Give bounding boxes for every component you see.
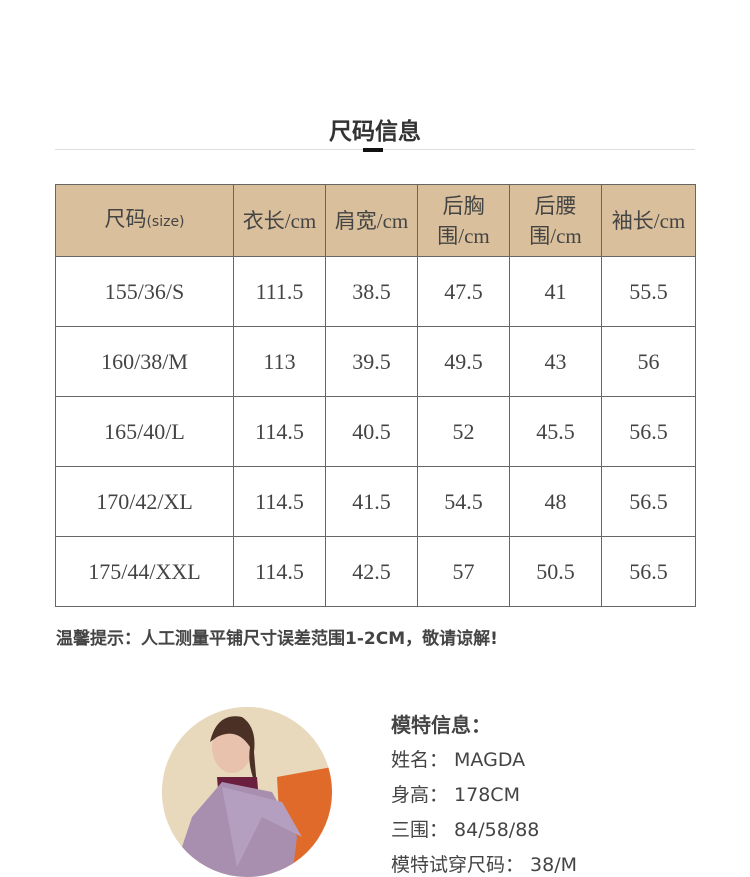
table-cell: 57 (417, 536, 510, 607)
size-table: 尺码(size) 衣长/cm 肩宽/cm 后胸 围/cm 后腰 围/cm 袖长/cm… (55, 184, 696, 607)
model-size: 模特试穿尺码： 38/M (391, 854, 578, 876)
model-height: 身高： 178CM (391, 784, 520, 806)
table-cell: 47.5 (417, 256, 510, 327)
table-row: 160/38/M 113 39.5 49.5 43 56 (55, 326, 696, 397)
table-row: 155/36/S 111.5 38.5 47.5 41 55.5 (55, 256, 696, 327)
table-cell: 40.5 (325, 396, 418, 467)
header-size: 尺码(size) (55, 184, 234, 257)
table-cell: 41 (509, 256, 602, 327)
header-chest: 后胸 围/cm (417, 184, 510, 257)
table-cell: 41.5 (325, 466, 418, 537)
table-cell: 48 (509, 466, 602, 537)
table-cell: 170/42/XL (55, 466, 234, 537)
table-cell: 56.5 (601, 466, 696, 537)
table-cell: 52 (417, 396, 510, 467)
table-cell: 56 (601, 326, 696, 397)
section-title: 尺码信息 (329, 119, 421, 145)
table-cell: 45.5 (509, 396, 602, 467)
table-cell: 113 (233, 326, 326, 397)
table-row: 175/44/XXL 114.5 42.5 57 50.5 56.5 (55, 536, 696, 607)
table-row: 170/42/XL 114.5 41.5 54.5 48 56.5 (55, 466, 696, 537)
table-cell: 49.5 (417, 326, 510, 397)
model-info: 模特信息： 姓名： MAGDA 身高： 178CM 三围： 84/58/88 模… (391, 708, 577, 877)
table-cell: 38.5 (325, 256, 418, 327)
table-cell: 42.5 (325, 536, 418, 607)
table-cell: 56.5 (601, 396, 696, 467)
table-cell: 114.5 (233, 396, 326, 467)
table-cell: 43 (509, 326, 602, 397)
table-cell: 56.5 (601, 536, 696, 607)
table-cell: 160/38/M (55, 326, 234, 397)
table-cell: 175/44/XXL (55, 536, 234, 607)
header-length: 衣长/cm (233, 184, 326, 257)
model-photo (162, 707, 332, 877)
header-waist: 后腰 围/cm (509, 184, 602, 257)
model-name: 姓名： MAGDA (391, 749, 526, 771)
table-cell: 111.5 (233, 256, 326, 327)
table-row: 165/40/L 114.5 40.5 52 45.5 56.5 (55, 396, 696, 467)
table-cell: 155/36/S (55, 256, 234, 327)
model-measurements: 三围： 84/58/88 (391, 819, 540, 841)
table-cell: 165/40/L (55, 396, 234, 467)
table-cell: 54.5 (417, 466, 510, 537)
measurement-tip: 温馨提示：人工测量平铺尺寸误差范围1-2CM，敬请谅解! (56, 629, 498, 649)
model-info-heading: 模特信息： (391, 713, 491, 737)
table-header-row: 尺码(size) 衣长/cm 肩宽/cm 后胸 围/cm 后腰 围/cm 袖长/cm (55, 184, 696, 257)
table-cell: 114.5 (233, 466, 326, 537)
header-shoulder: 肩宽/cm (325, 184, 418, 257)
table-cell: 50.5 (509, 536, 602, 607)
header-sleeve: 袖长/cm (601, 184, 696, 257)
title-underline (363, 148, 383, 152)
table-cell: 39.5 (325, 326, 418, 397)
table-cell: 55.5 (601, 256, 696, 327)
table-cell: 114.5 (233, 536, 326, 607)
